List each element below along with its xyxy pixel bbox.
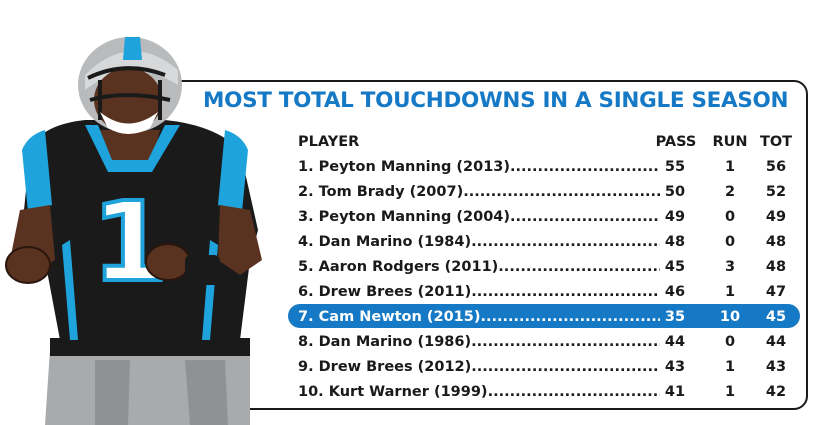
row-player: 7. Cam Newton (2015)....................… xyxy=(298,309,660,325)
row-run: 0 xyxy=(724,334,736,350)
row-run: 1 xyxy=(724,284,736,300)
jersey-number: 1 xyxy=(92,178,169,306)
row-tot: 49 xyxy=(765,209,787,225)
table-row: 5. Aaron Rodgers (2011).................… xyxy=(298,256,798,281)
row-run: 2 xyxy=(724,184,736,200)
table-row: 8. Dan Marino (1986)....................… xyxy=(298,331,798,356)
header-tot: TOT xyxy=(759,134,793,150)
touchdowns-table: PLAYER PASS RUN TOT 1. Peyton Manning (2… xyxy=(298,131,798,406)
row-pass: 43 xyxy=(664,359,686,375)
row-pass: 50 xyxy=(664,184,686,200)
row-tot: 47 xyxy=(765,284,787,300)
row-run: 1 xyxy=(724,384,736,400)
row-tot: 56 xyxy=(765,159,787,175)
table-row: 9. Drew Brees (2012)....................… xyxy=(298,356,798,381)
row-run: 0 xyxy=(724,209,736,225)
row-pass: 41 xyxy=(664,384,686,400)
header-player: PLAYER xyxy=(298,134,360,150)
row-run: 10 xyxy=(719,309,741,325)
row-tot: 48 xyxy=(765,234,787,250)
row-pass: 55 xyxy=(664,159,686,175)
row-pass: 48 xyxy=(664,234,686,250)
row-run: 3 xyxy=(724,259,736,275)
highlight-bar xyxy=(288,304,800,328)
row-player: 10. Kurt Warner (1999)..................… xyxy=(298,384,660,400)
row-pass: 44 xyxy=(664,334,686,350)
row-player: 8. Dan Marino (1986)....................… xyxy=(298,334,660,350)
row-player: 5. Aaron Rodgers (2011).................… xyxy=(298,259,660,275)
row-player: 9. Drew Brees (2012)....................… xyxy=(298,359,660,375)
football-player-illustration: 1 xyxy=(5,37,262,425)
table-header: PLAYER PASS RUN TOT xyxy=(298,131,798,156)
row-pass: 46 xyxy=(664,284,686,300)
row-run: 0 xyxy=(724,234,736,250)
table-row: 1. Peyton Manning (2013)................… xyxy=(298,156,798,181)
row-run: 1 xyxy=(724,359,736,375)
row-player: 2. Tom Brady (2007).....................… xyxy=(298,184,660,200)
row-tot: 48 xyxy=(765,259,787,275)
row-tot: 45 xyxy=(765,309,787,325)
header-run: RUN xyxy=(712,134,748,150)
table-row: 10. Kurt Warner (1999)..................… xyxy=(298,381,798,406)
table-row-highlighted: 7. Cam Newton (2015)....................… xyxy=(298,306,798,331)
table-row: 3. Peyton Manning (2004)................… xyxy=(298,206,798,231)
table-row: 6. Drew Brees (2011)....................… xyxy=(298,281,798,306)
row-tot: 43 xyxy=(765,359,787,375)
row-player: 3. Peyton Manning (2004)................… xyxy=(298,209,660,225)
header-pass: PASS xyxy=(655,134,697,150)
row-pass: 35 xyxy=(664,309,686,325)
row-pass: 49 xyxy=(664,209,686,225)
table-row: 4. Dan Marino (1984)....................… xyxy=(298,231,798,256)
page-title: MOST TOTAL TOUCHDOWNS IN A SINGLE SEASON xyxy=(203,88,789,113)
row-tot: 52 xyxy=(765,184,787,200)
table-card xyxy=(150,80,808,410)
row-player: 6. Drew Brees (2011)....................… xyxy=(298,284,660,300)
row-player: 4. Dan Marino (1984)....................… xyxy=(298,234,660,250)
table-row: 2. Tom Brady (2007).....................… xyxy=(298,181,798,206)
row-pass: 45 xyxy=(664,259,686,275)
row-player: 1. Peyton Manning (2013)................… xyxy=(298,159,660,175)
row-run: 1 xyxy=(724,159,736,175)
row-tot: 44 xyxy=(765,334,787,350)
row-tot: 42 xyxy=(765,384,787,400)
